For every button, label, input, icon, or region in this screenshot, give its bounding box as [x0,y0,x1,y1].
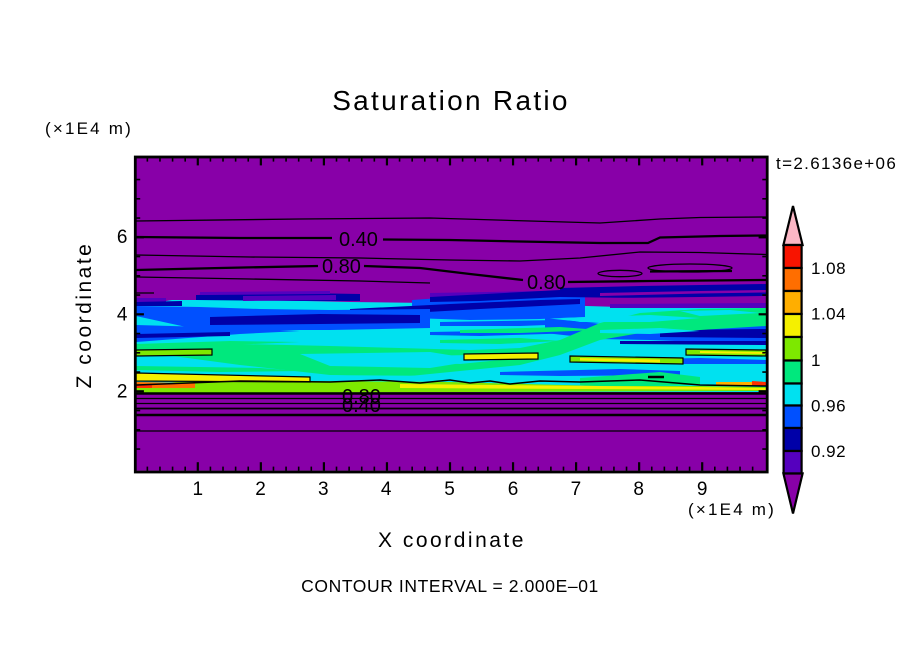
svg-text:1: 1 [193,479,204,500]
svg-text:(×1E4 m): (×1E4 m) [688,500,776,519]
svg-text:0.40: 0.40 [342,395,381,417]
svg-text:(×1E4 m): (×1E4 m) [45,119,133,138]
svg-text:1: 1 [811,351,821,370]
svg-text:0.96: 0.96 [811,397,846,416]
svg-text:6: 6 [117,227,128,248]
svg-text:0.92: 0.92 [811,442,846,461]
svg-text:1.08: 1.08 [811,259,846,278]
svg-text:0.80: 0.80 [322,256,361,278]
svg-text:4: 4 [381,479,392,500]
svg-text:7: 7 [571,479,582,500]
svg-text:X coordinate: X coordinate [378,529,526,552]
svg-text:Saturation Ratio: Saturation Ratio [332,85,570,116]
svg-text:8: 8 [633,479,644,500]
svg-text:4: 4 [117,304,128,325]
svg-text:Z coordinate: Z coordinate [73,242,96,389]
svg-text:2: 2 [255,479,266,500]
svg-text:6: 6 [508,479,519,500]
svg-text:2: 2 [117,382,128,403]
svg-text:1.04: 1.04 [811,305,846,324]
svg-text:CONTOUR INTERVAL = 2.000E–01: CONTOUR INTERVAL = 2.000E–01 [301,576,599,596]
svg-text:3: 3 [318,479,329,500]
svg-text:9: 9 [697,479,708,500]
svg-text:0.80: 0.80 [527,272,566,294]
svg-text:5: 5 [444,479,455,500]
svg-text:t=2.6136e+06: t=2.6136e+06 [776,154,897,173]
svg-text:0.80: 0.80 [342,386,381,408]
svg-text:0.40: 0.40 [339,229,378,251]
